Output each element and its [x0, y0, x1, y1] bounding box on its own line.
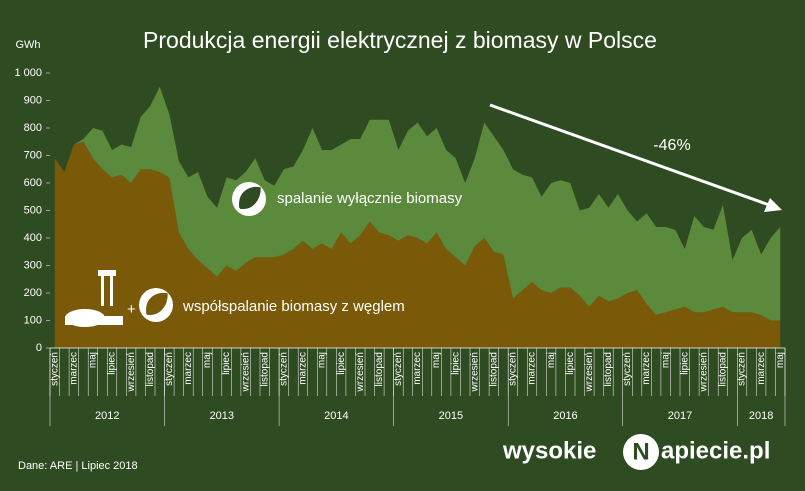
- x-tick-label: wrzesień: [355, 352, 366, 392]
- y-axis-label: GWh: [15, 39, 40, 51]
- x-tick-label: styczeń: [164, 352, 175, 386]
- x-tick-label: styczeń: [49, 352, 60, 386]
- x-tick-label: marzec: [641, 352, 652, 385]
- y-tick-label: 800: [24, 122, 42, 134]
- x-tick-label: styczeń: [279, 352, 290, 386]
- x-tick-label: styczeń: [622, 352, 633, 386]
- x-tick-label: maj: [431, 352, 442, 368]
- plot: 0 100 200 300 400 500 600 700 800 900 1 000 styczeń…: [14, 67, 786, 426]
- y-tick-label: 600: [24, 177, 42, 189]
- legend-label: spalanie wyłącznie biomasy: [277, 190, 463, 207]
- x-tick-label: wrzesień: [584, 352, 595, 392]
- x-tick-label: marzec: [527, 352, 538, 385]
- year-label: 2012: [95, 410, 119, 422]
- chart-title: Produkcja energii elektrycznej z biomasy…: [143, 27, 657, 53]
- x-tick-label: maj: [202, 352, 213, 368]
- x-tick-label: wrzesień: [126, 352, 137, 392]
- area: [54, 86, 781, 321]
- y-tick-label: 900: [24, 94, 42, 106]
- y-tick-label: 0: [36, 342, 42, 354]
- y-tick-label: 500: [24, 204, 42, 216]
- leaf-shape: [146, 292, 168, 315]
- x-tick-label: maj: [88, 352, 99, 368]
- y-tick-label: 400: [24, 232, 42, 244]
- x-tick-label: styczeń: [393, 352, 404, 386]
- x-tick-label: maj: [775, 352, 786, 368]
- trend-arrow: [489, 103, 773, 208]
- x-tick-label: lipiec: [336, 352, 347, 375]
- x-tick-label: wrzesień: [469, 352, 480, 392]
- logo-letter: N: [632, 438, 649, 465]
- mine-icon: [65, 270, 123, 327]
- x-tick-label: maj: [317, 352, 328, 368]
- x-tick-label: styczeń: [508, 352, 519, 386]
- x-tick-label: lipiec: [565, 352, 576, 375]
- y-tick-label: 200: [24, 287, 42, 299]
- area: [54, 141, 781, 348]
- year-label: 2014: [324, 410, 348, 422]
- x-tick-label: listopad: [603, 352, 614, 386]
- logo-circle: [623, 434, 659, 470]
- x-tick-label: listopad: [718, 352, 729, 386]
- x-tick-label: marzec: [183, 352, 194, 385]
- x-tick-label: listopad: [259, 352, 270, 386]
- x-tick-label: lipiec: [679, 352, 690, 375]
- x-tick-label: lipiec: [221, 352, 232, 375]
- year-label: 2015: [439, 410, 463, 422]
- year-label: 2016: [553, 410, 577, 422]
- y-tick-label: 300: [24, 259, 42, 271]
- annotation: -46%: [653, 137, 690, 154]
- x-tick-label: lipiec: [107, 352, 118, 375]
- x-tick-label: marzec: [412, 352, 423, 385]
- x-tick-label: listopad: [145, 352, 156, 386]
- source: Dane: ARE | Lipiec 2018: [18, 460, 138, 472]
- logo-text: apiecie.pl: [661, 437, 770, 464]
- year-label: 2018: [749, 410, 773, 422]
- x-tick-label: wrzesień: [240, 352, 251, 392]
- x-tick-label: listopad: [489, 352, 500, 386]
- plus: +: [127, 301, 136, 318]
- x-tick-label: marzec: [69, 352, 80, 385]
- x-tick-label: lipiec: [450, 352, 461, 375]
- x-tick-label: wrzesień: [699, 352, 710, 392]
- y-tick-label: 1 000: [14, 67, 42, 79]
- y-tick-label: 700: [24, 149, 42, 161]
- x-tick-label: marzec: [756, 352, 767, 385]
- x-tick-label: styczeń: [737, 352, 748, 386]
- logo-text: wysokie: [502, 437, 596, 464]
- year-label: 2013: [210, 410, 234, 422]
- x-tick-label: marzec: [298, 352, 309, 385]
- arrow-head: [764, 198, 782, 212]
- year-label: 2017: [668, 410, 692, 422]
- y-tick-label: 100: [24, 314, 42, 326]
- legend-label: współspalanie biomasy z węglem: [182, 298, 405, 315]
- x-tick-label: listopad: [374, 352, 385, 386]
- x-tick-label: maj: [660, 352, 671, 368]
- leaf-shape: [239, 186, 261, 209]
- logo: wysokie N apiecie.pl: [502, 434, 770, 470]
- x-tick-label: maj: [546, 352, 557, 368]
